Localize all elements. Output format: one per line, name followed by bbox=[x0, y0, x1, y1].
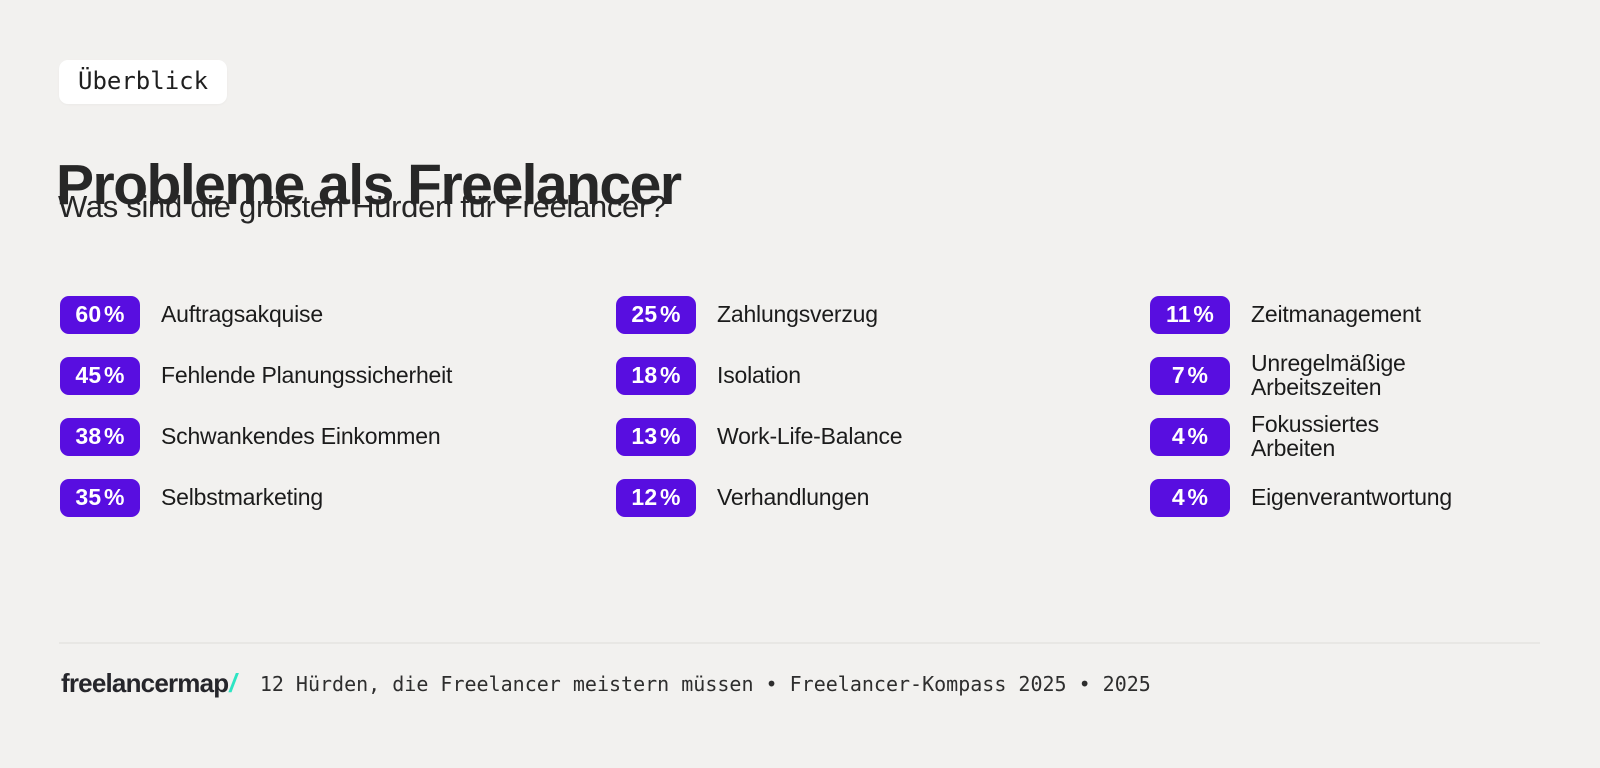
page-title: Probleme als Freelancer bbox=[56, 153, 682, 218]
stat-percent-badge: 4 % bbox=[1150, 478, 1230, 517]
stat-percent-badge: 7 % bbox=[1150, 356, 1230, 395]
stat-label: Work-Life-Balance bbox=[717, 422, 903, 449]
footer: freelancermap/ 12 Hürden, die Freelancer… bbox=[61, 668, 1151, 699]
stat-label: Schwankendes Einkommen bbox=[161, 422, 441, 449]
overview-chip: Überblick bbox=[59, 60, 228, 104]
stat-item-selbstmarketing: 35 % Selbstmarketing bbox=[60, 478, 616, 517]
stat-item-auftragsakquise: 60 % Auftragsakquise bbox=[60, 295, 616, 334]
stat-label: Fehlende Planungssicherheit bbox=[161, 361, 453, 388]
stat-item-work-life-balance: 13 % Work-Life-Balance bbox=[616, 417, 1150, 456]
stat-percent-badge: 12 % bbox=[616, 478, 696, 517]
footer-divider bbox=[59, 642, 1540, 644]
stat-label: Isolation bbox=[717, 361, 801, 388]
stat-percent-badge: 60 % bbox=[60, 295, 140, 334]
stat-percent-badge: 35 % bbox=[60, 478, 140, 517]
stat-label: Verhandlungen bbox=[717, 483, 870, 510]
stats-grid: 60 % Auftragsakquise 45 % Fehlende Planu… bbox=[60, 295, 1452, 517]
stat-percent-badge: 45 % bbox=[60, 356, 140, 395]
logo-wordmark: freelancermap bbox=[61, 668, 229, 698]
stat-percent-badge: 4 % bbox=[1150, 417, 1230, 456]
stat-percent-badge: 18 % bbox=[616, 356, 696, 395]
stat-item-einkommen: 38 % Schwankendes Einkommen bbox=[60, 417, 616, 456]
stat-item-fokussiertes-arbeiten: 4 % Fokussiertes Arbeiten bbox=[1150, 412, 1452, 459]
stat-label: Fokussiertes Arbeiten bbox=[1251, 411, 1379, 461]
stat-label: Auftragsakquise bbox=[161, 300, 323, 327]
stat-label: Zeitmanagement bbox=[1251, 300, 1421, 327]
stat-percent-badge: 13 % bbox=[616, 417, 696, 456]
freelancermap-logo: freelancermap/ bbox=[61, 668, 237, 699]
stat-percent-badge: 25 % bbox=[616, 295, 696, 334]
stat-item-planungssicherheit: 45 % Fehlende Planungssicherheit bbox=[60, 356, 616, 395]
logo-slash-icon: / bbox=[229, 668, 236, 698]
stat-item-verhandlungen: 12 % Verhandlungen bbox=[616, 478, 1150, 517]
stat-percent-badge: 11 % bbox=[1150, 295, 1230, 334]
page-subtitle: Was sind die größten Hürden für Freelanc… bbox=[58, 189, 666, 224]
stat-label: Zahlungsverzug bbox=[717, 300, 878, 327]
stat-label: Eigenverantwortung bbox=[1251, 483, 1452, 510]
stat-item-eigenverantwortung: 4 % Eigenverantwortung bbox=[1150, 478, 1452, 517]
footer-caption: 12 Hürden, die Freelancer meistern müsse… bbox=[259, 671, 1151, 696]
stat-item-isolation: 18 % Isolation bbox=[616, 356, 1150, 395]
stat-item-zeitmanagement: 11 % Zeitmanagement bbox=[1150, 295, 1452, 334]
stat-percent-badge: 38 % bbox=[60, 417, 140, 456]
stat-label: Unregelmäßige Arbeitszeiten bbox=[1251, 350, 1406, 400]
stat-item-zahlungsverzug: 25 % Zahlungsverzug bbox=[616, 295, 1150, 334]
stat-label: Selbstmarketing bbox=[161, 483, 323, 510]
stat-item-arbeitszeiten: 7 % Unregelmäßige Arbeitszeiten bbox=[1150, 351, 1452, 398]
